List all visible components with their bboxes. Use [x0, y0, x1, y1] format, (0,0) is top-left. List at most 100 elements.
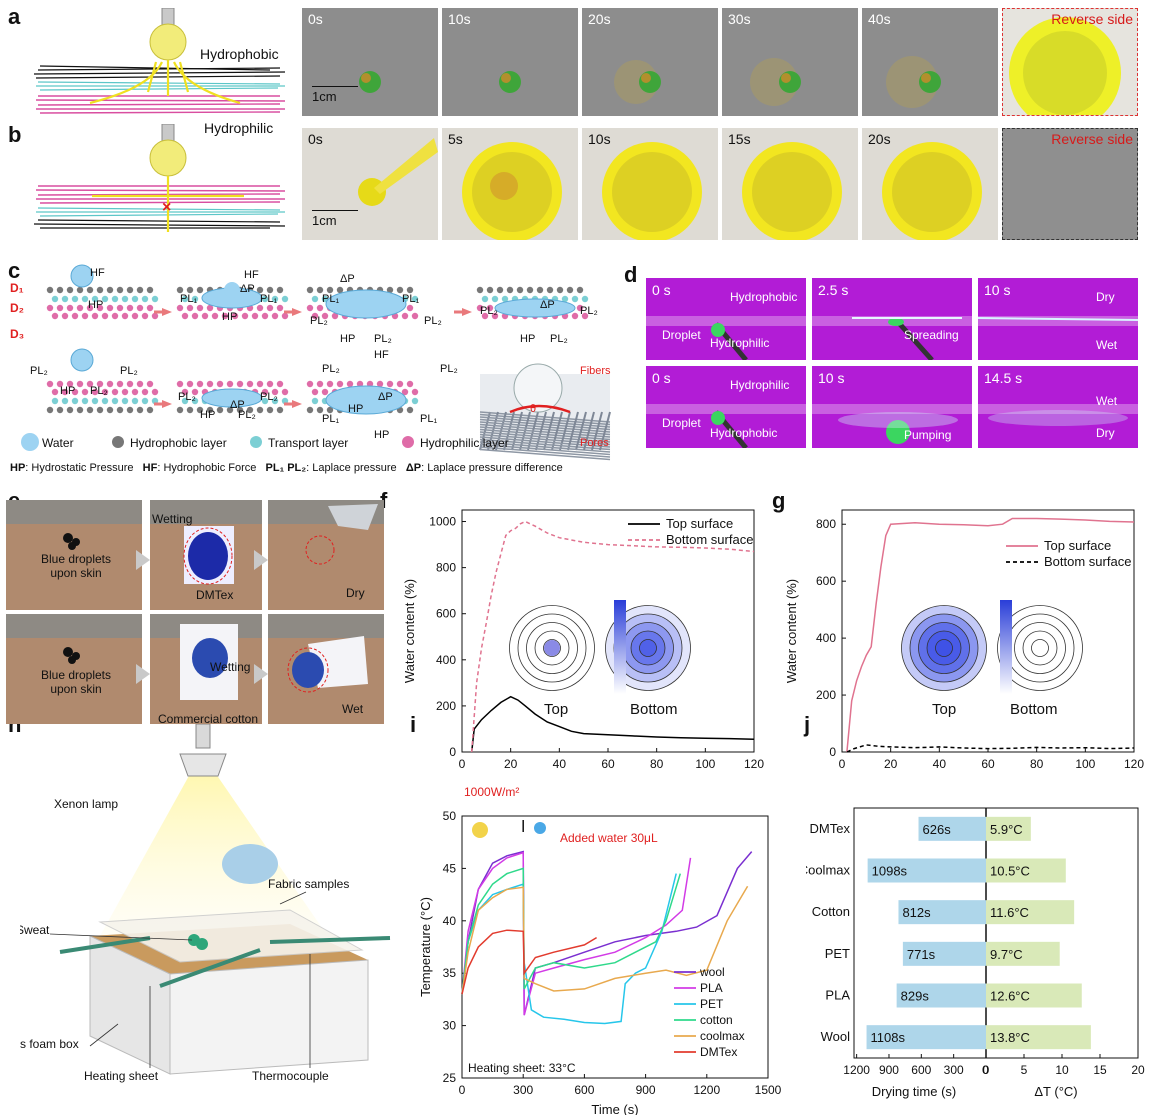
- time-d-bottom-2: 14.5 s: [984, 370, 1023, 386]
- label-pl2-5b: PL₂: [120, 365, 138, 377]
- label-hf-7: HF: [374, 349, 389, 361]
- y-tick-label: 600: [436, 607, 456, 621]
- right-tick-label: 15: [1093, 1063, 1107, 1077]
- x-tick-label: 100: [695, 757, 715, 771]
- bar-drying-label-2: 812s: [902, 905, 931, 920]
- abbrev-dp-text: : Laplace pressure difference: [421, 462, 563, 474]
- legend-label-1: PLA: [700, 981, 723, 995]
- photo-a-3: 30s: [722, 8, 858, 116]
- label-hf-2: HF: [244, 269, 259, 281]
- hydrophobic-label: Hydrophobic: [200, 46, 279, 62]
- label-pl2-4c: PL₂: [550, 333, 568, 345]
- axes-frame: [461, 815, 769, 1079]
- x-axis-label-right: ΔT (°C): [1034, 1084, 1077, 1099]
- bar-deltat-label-4: 12.6°C: [990, 989, 1030, 1004]
- abbrev-hp-text: : Hydrostatic Pressure: [25, 462, 134, 474]
- category-label-2: Cotton: [812, 904, 850, 919]
- label-e-top-0: Blue droplets upon skin: [40, 552, 112, 580]
- left-tick-label: 600: [911, 1063, 931, 1077]
- y-tick-label: 35: [443, 966, 457, 980]
- setup-label-2: Sweat: [20, 923, 50, 937]
- fabric-sample: [98, 909, 364, 963]
- photo-b-1: 5s: [442, 128, 578, 240]
- x-tick-label: 0: [459, 757, 466, 771]
- chart-f: 02040608010012002004006008001000Time (s)…: [402, 509, 764, 771]
- label-hf-1: HF: [90, 267, 105, 279]
- x-tick-label: 0: [459, 1083, 466, 1097]
- scale-bar-a: 1cm: [312, 86, 358, 104]
- water-drop-icon: [534, 822, 546, 834]
- left-tick-label: 300: [944, 1063, 964, 1077]
- thermocouple-right: [269, 936, 391, 944]
- label-d-bottom-0-1: Droplet: [662, 416, 701, 430]
- frame-time-a-1: 10s: [448, 11, 471, 27]
- inset-label-bottom: Bottom: [1010, 701, 1058, 718]
- x-tick-label: 1500: [755, 1083, 782, 1097]
- photo-d-top-2: 10 s Dry Wet: [978, 278, 1138, 360]
- inset-ring: [1031, 639, 1049, 657]
- y-tick-label: 800: [436, 561, 456, 575]
- bar-deltat-label-2: 11.6°C: [990, 905, 1029, 920]
- legend-label-1: Bottom surface: [666, 532, 753, 547]
- label-pl1-3a: PL₁: [322, 293, 339, 305]
- label-hp-2: HP: [222, 311, 237, 323]
- label-pl2-6b: PL₂: [260, 391, 278, 403]
- reverse-side-label-b: Reverse side: [1051, 131, 1133, 147]
- label-d-bottom-0-0: Hydrophilic: [730, 378, 790, 392]
- series-line-top-surface: [470, 695, 755, 753]
- photo-e-top-1: [150, 500, 262, 610]
- bar-drying-label-4: 829s: [901, 989, 930, 1004]
- frame-time-b-1: 5s: [448, 131, 463, 147]
- arrow-e-bottom-0: [136, 664, 150, 684]
- y-tick-label: 50: [443, 809, 457, 823]
- label-theta: θ: [530, 403, 536, 415]
- x-tick-label: 1200: [693, 1083, 720, 1097]
- y-axis-label: Temperature (°C): [418, 897, 433, 997]
- label-d3: D₃: [10, 327, 24, 341]
- y-tick-label: 200: [816, 688, 836, 702]
- panel-letter-d: d: [624, 262, 638, 287]
- label-d-bottom-2-0: Wet: [1096, 394, 1118, 408]
- photo-d-bottom-2: 14.5 s Wet Dry: [978, 366, 1138, 448]
- x-tick-label: 120: [744, 757, 764, 771]
- legend-label-2: PET: [700, 997, 724, 1011]
- label-hp-7a: HP: [348, 403, 363, 415]
- schematic-a: [33, 8, 286, 114]
- label-d-bottom-2-1: Dry: [1096, 426, 1115, 440]
- panel-c-abbreviations: HP: Hydrostatic Pressure HF: Hydrophobic…: [10, 462, 650, 474]
- legend-label-5: DMTex: [700, 1045, 737, 1059]
- bar-drying-3: [902, 941, 986, 966]
- thermocouple-left: [59, 936, 151, 954]
- bar-drying-label-5: 1108s: [871, 1030, 906, 1045]
- legend-label-1: Bottom surface: [1044, 554, 1131, 569]
- photo-e-top-0: [6, 500, 142, 610]
- left-tick-label: 1200: [843, 1063, 870, 1077]
- panel-h-setup: Xenon lamp Fabric samples Sweat Ps foam box…: [20, 724, 391, 1083]
- scale-bar-b: 1cm: [312, 210, 358, 228]
- left-tick-label: 900: [879, 1063, 899, 1077]
- x-tick-label: 80: [1030, 757, 1044, 771]
- abbrev-hp: HP: [10, 462, 26, 474]
- inset-ring: [935, 639, 953, 657]
- series-line-bottom-surface: [470, 520, 755, 753]
- setup-label-1: Fabric samples: [268, 877, 349, 891]
- bar-deltat-2: [986, 900, 1075, 925]
- y-tick-label: 40: [443, 914, 457, 928]
- category-label-3: PET: [825, 946, 850, 961]
- bar-deltat-label-3: 9.7°C: [990, 947, 1023, 962]
- label-pl2-6c: PL₂: [238, 409, 256, 421]
- bar-deltat-0: [986, 816, 1031, 841]
- y-tick-label: 25: [443, 1071, 457, 1085]
- vapor-cloud: [222, 844, 278, 884]
- series-line-top-surface: [846, 517, 1135, 753]
- inset-ring: [639, 639, 657, 657]
- chart-i: 0 300 600 900 1200 1500 25 30 35 40 45 50 Time (s) Te…: [418, 785, 782, 1115]
- right-tick-label: 0: [982, 1063, 989, 1077]
- x-tick-label: 600: [574, 1083, 594, 1097]
- time-d-bottom-0: 0 s: [652, 370, 671, 386]
- bar-drying-label-1: 1098s: [872, 864, 908, 879]
- time-d-top-1: 2.5 s: [818, 282, 849, 298]
- svg-text:×: ×: [162, 199, 171, 216]
- thermocouple-mid: [159, 948, 261, 988]
